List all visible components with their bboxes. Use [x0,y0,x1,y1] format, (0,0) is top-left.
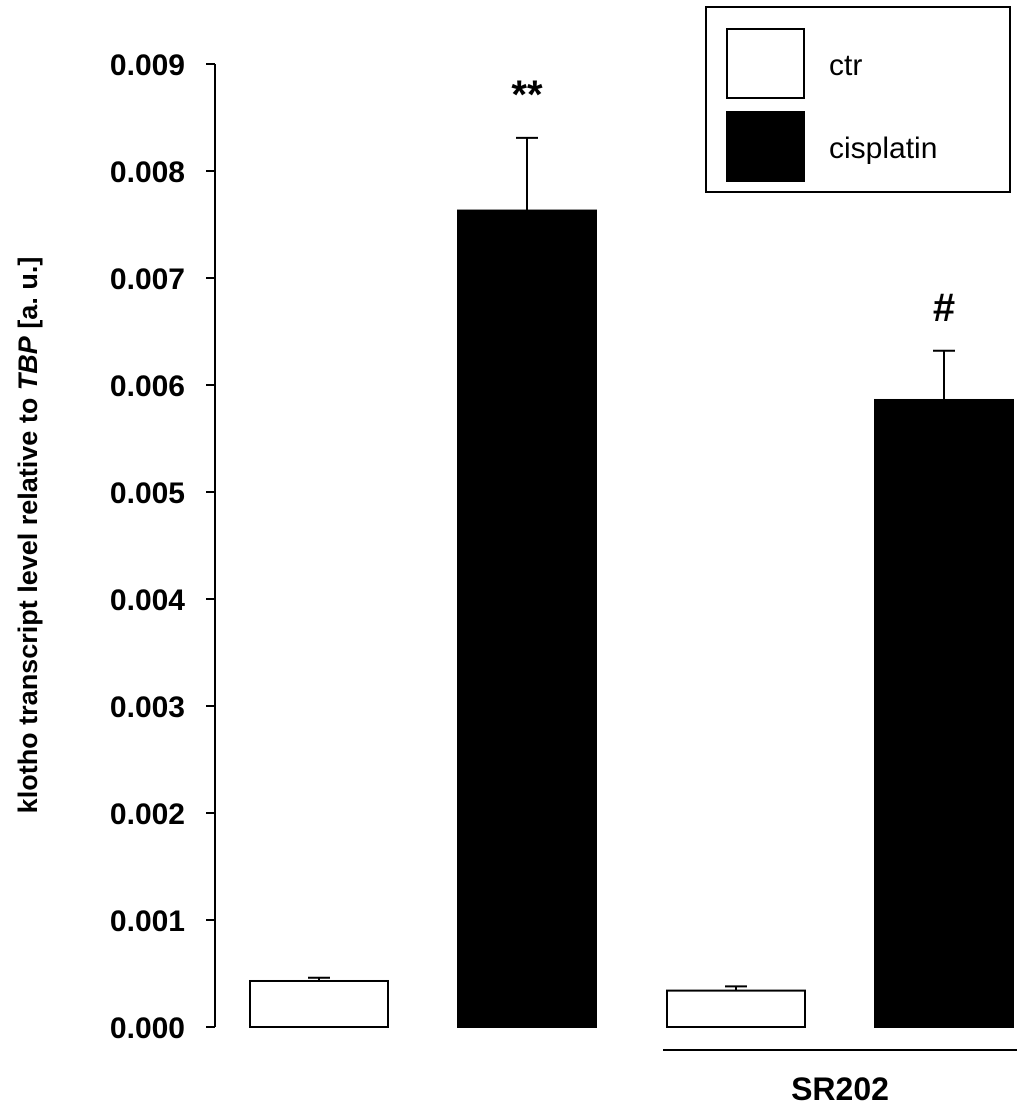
bar-cisplatin [874,398,1014,1029]
bar-cisplatin [457,209,597,1028]
legend-swatch-ctr [726,28,805,99]
y-axis-title-group: klotho transcript level relative to TBP … [13,257,43,814]
bar-ctr [249,979,389,1028]
y-tick-label: 0.005 [110,477,185,510]
legend-swatch-cisplatin [726,111,805,182]
bar-ctr [666,989,806,1028]
annotations: ** # [511,73,955,330]
y-tick-label: 0.004 [110,584,185,617]
significance-marker: ** [511,73,543,117]
y-axis: 0.000 0.001 0.002 0.003 0.004 0.005 0.006 0.007… [110,49,216,1045]
y-tick-label: 0.003 [110,691,185,724]
y-tick-label: 0.006 [110,370,185,403]
legend-label-ctr: ctr [829,49,862,82]
y-axis-title-italic-part: TBP [13,335,43,390]
y-tick-label: 0.000 [110,1012,185,1045]
y-axis-title-part: klotho transcript level relative to [13,390,43,813]
y-tick-label: 0.002 [110,798,185,831]
significance-marker: # [933,286,955,330]
bars [249,136,1014,1029]
y-tick-label: 0.009 [110,49,185,82]
legend-label-cisplatin: cisplatin [829,132,937,165]
y-tick-label: 0.001 [110,905,185,938]
group-labels: SR202 [663,1049,1017,1107]
group-label: SR202 [791,1071,889,1107]
y-tick-label: 0.008 [110,156,185,189]
y-axis-title: klotho transcript level relative to TBP … [13,257,43,814]
legend: ctr cisplatin [705,6,1011,193]
y-tick-label: 0.007 [110,263,185,296]
y-axis-title-part: [a. u.] [13,257,43,337]
